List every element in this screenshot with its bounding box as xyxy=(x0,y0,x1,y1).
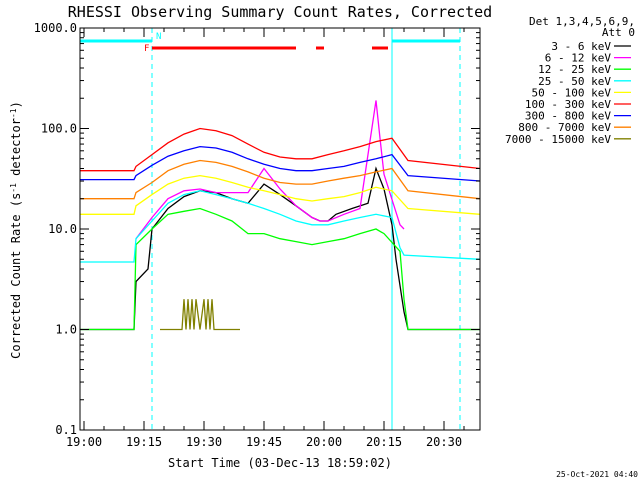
legend-label-5: 100 - 300 keV xyxy=(525,98,611,111)
flare-flag-label: F xyxy=(144,44,149,54)
y-tick-label: 10.0 xyxy=(48,222,77,236)
chart-title: RHESSI Observing Summary Count Rates, Co… xyxy=(68,3,492,21)
x-tick-label: 20:00 xyxy=(306,435,342,449)
series-line-4 xyxy=(80,174,481,215)
y-tick-label: 1.0 xyxy=(55,323,77,337)
x-tick-label: 20:15 xyxy=(366,435,402,449)
x-axis-label: Start Time (03-Dec-13 18:59:02) xyxy=(168,456,392,470)
y-label-exponent: -1 xyxy=(9,183,18,193)
night-flag-label: N xyxy=(156,32,161,42)
y-tick-label: 1000.0 xyxy=(34,21,77,35)
x-tick-label: 20:30 xyxy=(426,435,462,449)
y-label-text: Corrected Count Rate (s xyxy=(9,193,23,359)
x-tick-label: 19:30 xyxy=(186,435,222,449)
series-line-1 xyxy=(135,100,405,240)
series-line-3 xyxy=(80,190,481,263)
y-axis-ticks: 0.1 1.0 10.0 100.0 1000.0 xyxy=(34,21,480,437)
legend-label-3: 25 - 50 keV xyxy=(538,75,611,88)
legend-label-0: 3 - 6 keV xyxy=(551,40,611,53)
plot-frame xyxy=(79,27,481,431)
x-tick-label: 19:45 xyxy=(246,435,282,449)
y-tick-label: 0.1 xyxy=(55,423,77,437)
series-line-5 xyxy=(80,127,481,172)
plot-area: NF xyxy=(79,28,481,430)
legend-label-4: 50 - 100 keV xyxy=(532,86,612,99)
legend-label-7: 800 - 7000 keV xyxy=(518,121,611,134)
axis-frame xyxy=(79,27,481,431)
legend-label-1: 6 - 12 keV xyxy=(545,52,612,65)
legend-header-line: Det 1,3,4,5,6,9, xyxy=(529,15,635,28)
series-line-6 xyxy=(80,145,481,182)
series-line-7 xyxy=(80,159,481,200)
y-label-text: ) xyxy=(9,101,23,108)
footer-timestamp: 25-Oct-2021 04:40 xyxy=(556,470,638,479)
y-label-text: detector xyxy=(9,118,23,183)
series-line-8 xyxy=(160,299,240,331)
series-line-2 xyxy=(80,207,480,331)
legend-label-6: 300 - 800 keV xyxy=(525,110,611,123)
y-tick-label: 100.0 xyxy=(41,122,77,136)
y-axis-label: Corrected Count Rate (s-1 detector-1) xyxy=(9,101,24,359)
x-tick-label: 19:15 xyxy=(126,435,162,449)
legend-header-line: Att 0 xyxy=(602,26,635,39)
x-axis-ticks: 19:00 19:15 19:30 19:45 20:00 20:15 20:30 xyxy=(66,28,465,449)
y-label-exponent: -1 xyxy=(9,108,18,118)
legend-label-8: 7000 - 15000 keV xyxy=(505,133,611,146)
legend-label-2: 12 - 25 keV xyxy=(538,63,611,76)
x-tick-label: 19:00 xyxy=(66,435,102,449)
